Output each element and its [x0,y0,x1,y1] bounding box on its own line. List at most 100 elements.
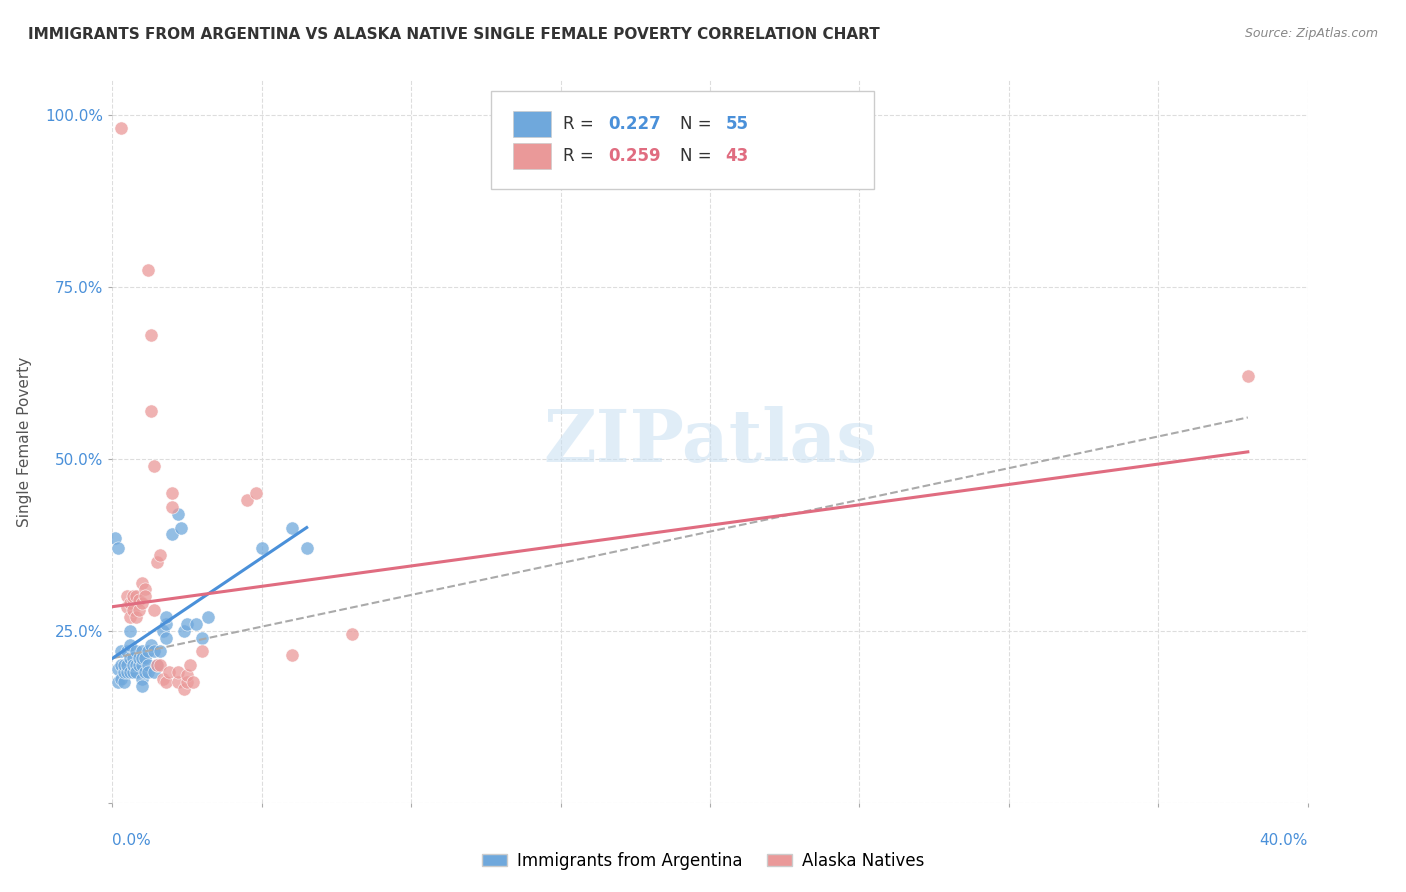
Point [117,644,139,658]
Point [157,665,180,679]
Point [149,644,172,658]
Point [120,651,142,665]
Point [107,541,129,556]
Point [146,555,169,569]
Point [134,590,156,604]
Text: 0.259: 0.259 [609,147,661,165]
Point [152,672,174,686]
Point [128,592,150,607]
Point [170,520,193,534]
Point [110,658,132,673]
Point [167,665,190,679]
Point [149,658,172,673]
Text: N =: N = [681,115,717,133]
Point [125,590,148,604]
Point [128,658,150,673]
Point [146,658,169,673]
Point [122,603,145,617]
Point [143,458,166,473]
Point [120,638,142,652]
Point [131,651,153,665]
Point [131,672,153,686]
Point [186,616,208,631]
Text: 0.0%: 0.0% [112,833,152,848]
Point [141,403,163,417]
Point [125,610,148,624]
Point [125,644,148,658]
Point [131,596,153,610]
Text: Source: ZipAtlas.com: Source: ZipAtlas.com [1244,27,1378,40]
Point [120,665,142,679]
Text: ZIPatlas: ZIPatlas [543,406,877,477]
Point [128,603,150,617]
Point [110,672,132,686]
Point [125,665,148,679]
Point [120,596,142,610]
Point [176,668,198,682]
Point [250,541,273,556]
Point [191,631,214,645]
Point [122,658,145,673]
Point [117,590,139,604]
Point [110,644,132,658]
Point [114,675,135,690]
Point [122,665,145,679]
Text: N =: N = [681,147,717,165]
Y-axis label: Single Female Poverty: Single Female Poverty [17,357,31,526]
Point [162,527,183,541]
Point [143,665,166,679]
Point [114,658,135,673]
Point [125,658,148,673]
Point [181,675,204,690]
Point [155,610,177,624]
Point [245,486,267,500]
Text: 43: 43 [725,147,749,165]
Point [138,262,160,277]
Point [295,541,318,556]
Point [131,575,153,590]
Point [167,507,190,521]
Point [107,675,129,690]
Point [122,651,145,665]
Point [138,665,160,679]
Point [197,610,219,624]
Point [134,582,156,597]
Point [1237,369,1260,384]
Text: R =: R = [562,115,599,133]
Point [120,624,142,638]
FancyBboxPatch shape [491,91,873,189]
Point [176,675,198,690]
Point [149,548,172,562]
Point [173,682,195,697]
Text: 55: 55 [725,115,748,133]
Point [340,627,363,641]
Text: 0.227: 0.227 [609,115,661,133]
Point [141,638,163,652]
Point [138,644,160,658]
Point [114,665,135,679]
Point [236,493,259,508]
Point [107,662,129,676]
Legend: Immigrants from Argentina, Alaska Natives: Immigrants from Argentina, Alaska Native… [475,845,931,877]
Text: R =: R = [562,147,599,165]
Point [152,624,174,638]
Point [117,599,139,614]
Point [146,658,169,673]
Point [117,658,139,673]
Point [162,486,183,500]
Point [110,121,132,136]
Point [122,590,145,604]
Bar [513,111,551,136]
Point [104,531,127,545]
Point [176,616,198,631]
Point [134,665,156,679]
Point [162,500,183,514]
Text: 40.0%: 40.0% [1260,833,1308,848]
Point [281,648,304,662]
Point [167,675,190,690]
Point [141,327,163,342]
Point [155,675,177,690]
Point [143,644,166,658]
Point [173,624,195,638]
Point [281,520,304,534]
